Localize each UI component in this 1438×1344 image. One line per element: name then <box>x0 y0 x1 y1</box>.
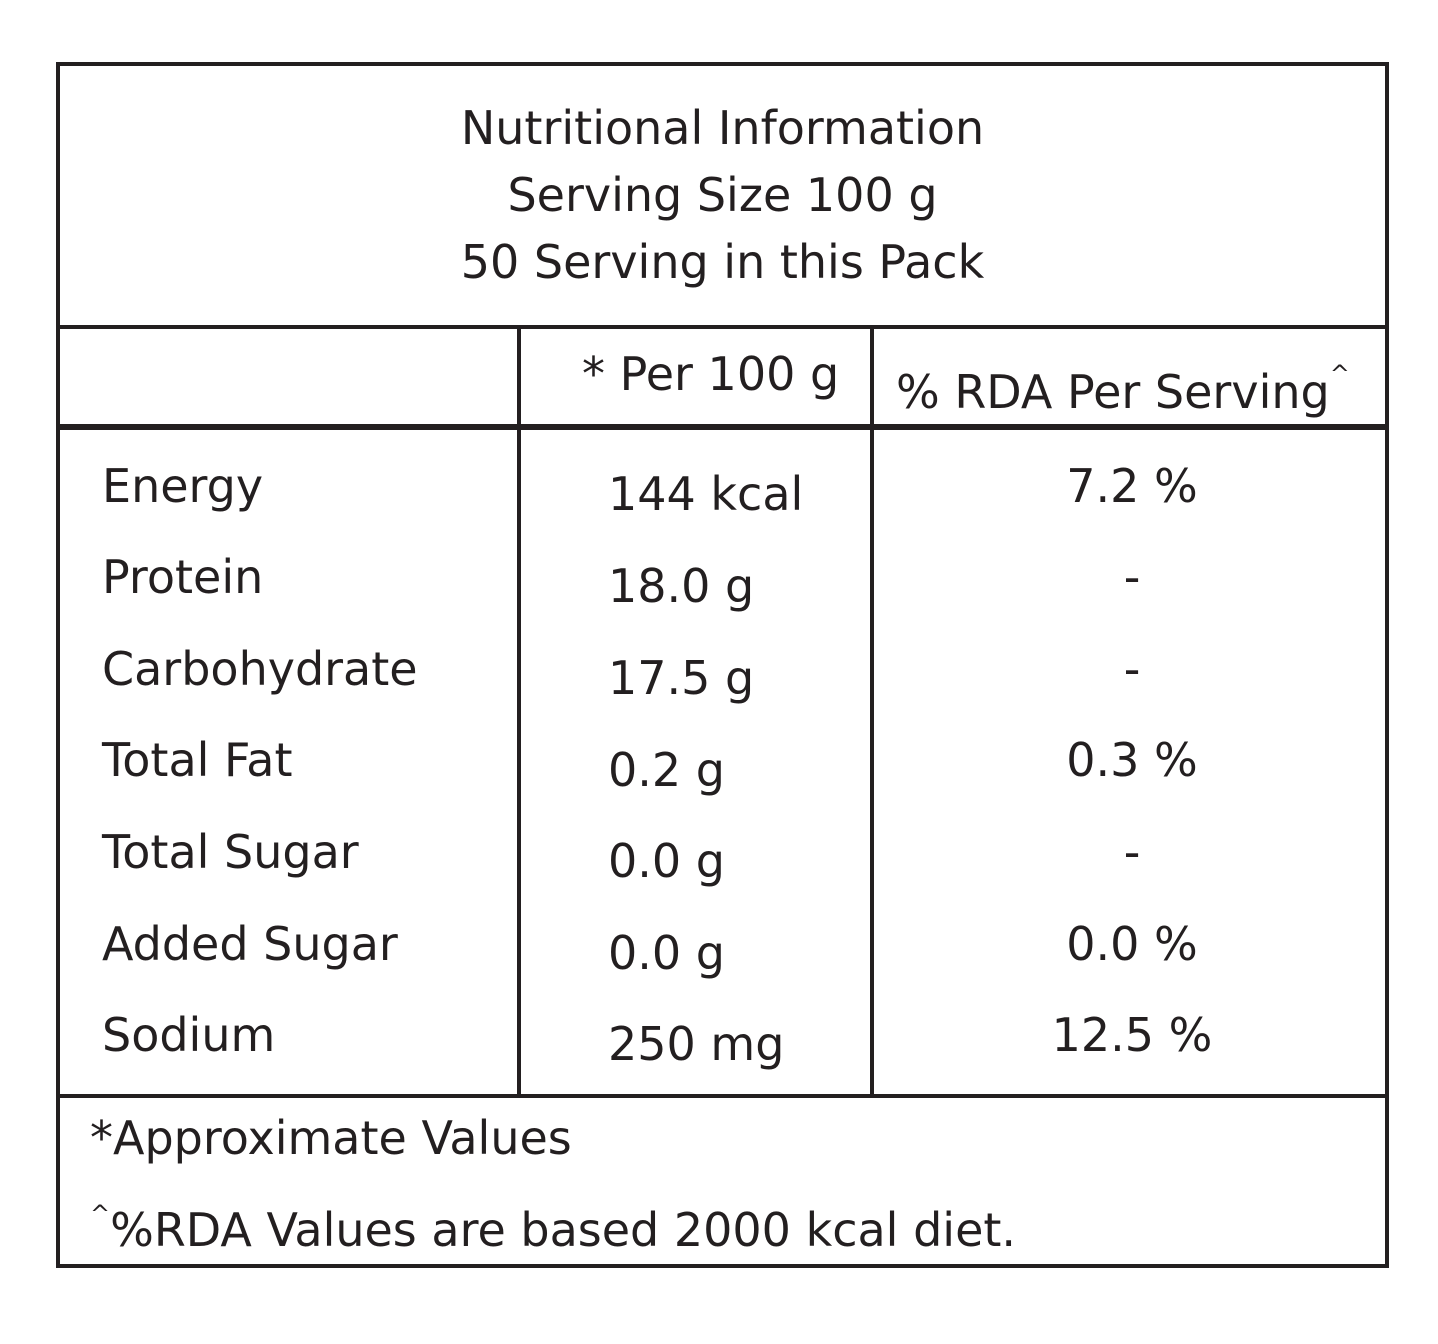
title-divider <box>60 325 1385 329</box>
nutrient-name: Sodium <box>102 1008 276 1062</box>
nutrient-name: Total Sugar <box>102 825 359 879</box>
column-divider-1 <box>517 325 521 1096</box>
column-header-rda: % RDA Per Serving^ <box>896 346 1350 420</box>
nutrient-amount: 0.2 g <box>608 743 725 797</box>
column-header-per-100g: * Per 100 g <box>582 347 840 401</box>
nutrient-name: Energy <box>102 459 264 513</box>
serving-size: Serving Size 100 g <box>507 168 938 222</box>
panel-title: Nutritional Information <box>460 101 985 155</box>
nutrition-facts-panel: Nutritional Information Serving Size 100… <box>56 62 1389 1268</box>
nutrient-amount: 18.0 g <box>608 559 755 613</box>
nutrition-header: Nutritional Information Serving Size 100… <box>60 66 1385 326</box>
nutrient-amount: 0.0 g <box>608 834 725 888</box>
nutrient-rda: 0.3 % <box>1066 733 1198 787</box>
header-divider <box>60 424 1385 430</box>
nutrient-name: Protein <box>102 550 264 604</box>
column-header-rda-label: % RDA Per Serving <box>896 365 1330 419</box>
column-divider-2 <box>870 325 874 1096</box>
nutrient-rda: 7.2 % <box>1066 459 1198 513</box>
footnote-divider <box>60 1094 1385 1098</box>
servings-per-pack: 50 Serving in this Pack <box>460 235 985 289</box>
nutrient-amount: 144 kcal <box>608 467 804 521</box>
nutrient-rda: 12.5 % <box>1051 1008 1213 1062</box>
nutrient-rda: - <box>1123 550 1141 604</box>
footnote-rda-basis: ^%RDA Values are based 2000 kcal diet. <box>90 1186 1016 1258</box>
nutrient-amount: 0.0 g <box>608 926 725 980</box>
nutrient-rda: - <box>1123 825 1141 879</box>
footnote-approximate: *Approximate Values <box>90 1111 572 1165</box>
nutrient-name: Carbohydrate <box>102 642 418 696</box>
nutrient-amount: 250 mg <box>608 1017 785 1071</box>
footnote-rda-marker: ^ <box>90 1200 111 1228</box>
footnote-rda-text: %RDA Values are based 2000 kcal diet. <box>110 1203 1017 1257</box>
nutrient-rda: 0.0 % <box>1066 917 1198 971</box>
nutrient-rda: - <box>1123 642 1141 696</box>
nutrient-name: Added Sugar <box>102 917 398 971</box>
nutrient-amount: 17.5 g <box>608 651 755 705</box>
rda-marker: ^ <box>1329 360 1350 388</box>
nutrient-name: Total Fat <box>102 733 293 787</box>
